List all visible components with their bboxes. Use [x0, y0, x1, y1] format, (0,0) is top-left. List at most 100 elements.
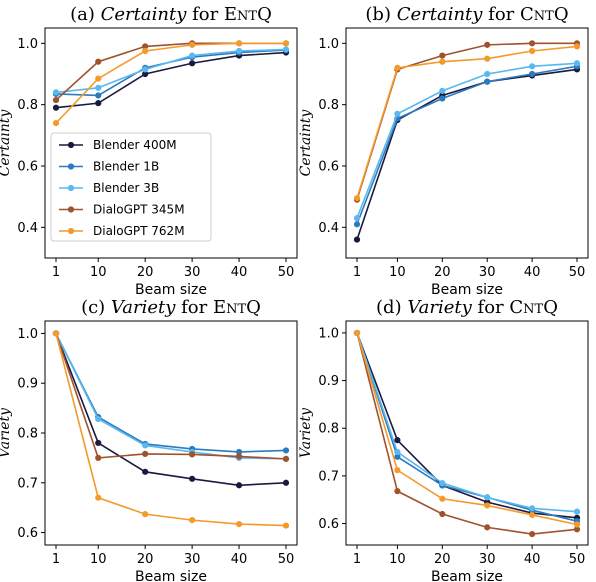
data-point — [439, 58, 446, 65]
data-point — [95, 58, 102, 65]
data-point — [484, 41, 491, 48]
data-point — [394, 467, 401, 474]
x-tick-label: 40 — [524, 552, 541, 567]
data-point — [439, 52, 446, 59]
series-line — [356, 332, 578, 519]
series-line — [356, 332, 578, 535]
data-point — [95, 92, 102, 99]
y-axis-label: Certainty — [0, 109, 13, 177]
x-tick-label: 50 — [278, 552, 295, 567]
y-axis-label: Variety — [298, 407, 314, 458]
chart-title: (b) Certainty for CntQ — [365, 4, 568, 25]
data-point — [529, 511, 536, 519]
data-point — [95, 454, 102, 461]
data-point — [439, 95, 446, 102]
data-point — [394, 437, 401, 444]
y-tick-label: 0.9 — [17, 377, 38, 392]
data-point — [484, 494, 491, 501]
data-point — [439, 510, 446, 518]
x-tick-label: 30 — [479, 265, 496, 280]
data-point — [484, 55, 491, 62]
series-line — [356, 65, 578, 225]
data-point — [529, 47, 536, 55]
data-point — [189, 60, 196, 67]
x-tick-label: 1 — [52, 265, 60, 280]
x-tick-label: 10 — [90, 265, 107, 280]
y-tick-label: 0.8 — [17, 427, 38, 442]
title-dataset: CntQ — [509, 297, 558, 318]
data-point — [95, 84, 102, 91]
y-tick-label: 0.4 — [17, 221, 38, 236]
data-point — [189, 451, 196, 458]
data-point — [235, 40, 243, 47]
y-axis-label: Certainty — [298, 109, 314, 177]
title-prefix: (b) — [365, 4, 396, 25]
title-prefix: (d) — [376, 297, 407, 318]
data-point — [52, 119, 60, 127]
data-point — [353, 236, 361, 243]
title-for: for — [175, 297, 213, 318]
y-tick-label: 0.6 — [17, 160, 38, 175]
data-point — [439, 479, 446, 487]
y-tick-label: 0.6 — [17, 526, 38, 541]
data-point — [529, 505, 536, 512]
title-metric: Variety — [111, 297, 176, 318]
x-axis-label: Beam size — [431, 282, 503, 298]
data-point — [142, 511, 149, 518]
legend-label: Blender 1B — [93, 160, 159, 174]
x-tick-label: 20 — [137, 265, 154, 280]
x-tick-label: 1 — [353, 552, 361, 567]
data-point — [439, 87, 446, 94]
plot-frame — [44, 27, 298, 259]
plot-frame — [345, 320, 589, 546]
chart-title: (c) Variety for EntQ — [81, 297, 261, 318]
title-metric: Certainty — [397, 4, 484, 25]
x-tick-label: 20 — [434, 265, 451, 280]
chart-panel: (c) Variety for EntQ 1 10 20 30 40 50 0.6 0.7 0.8… — [0, 297, 298, 582]
y-tick-label: 0.9 — [318, 374, 339, 389]
data-point — [142, 468, 149, 475]
data-point — [529, 40, 536, 47]
y-tick-label: 1.0 — [17, 37, 38, 52]
data-point — [142, 66, 149, 73]
legend-swatch-marker — [67, 141, 75, 149]
y-tick-label: 1.0 — [318, 37, 339, 52]
data-point — [353, 215, 361, 222]
data-point — [189, 475, 196, 482]
legend-swatch-marker — [67, 184, 75, 192]
data-point — [573, 43, 581, 50]
chart-title: (d) Variety for CntQ — [376, 297, 558, 318]
legend-label: Blender 400M — [93, 138, 177, 152]
data-point — [235, 482, 243, 489]
data-point — [282, 447, 290, 454]
chart-panel: (d) Variety for CntQ 1 10 20 30 40 50 0.6 0.7 0.8… — [298, 297, 589, 582]
data-point — [394, 448, 401, 456]
chart-panel: (a) Certainty for EntQ 1 10 20 30 40 50 0.4 0.6 0… — [0, 4, 298, 298]
data-point — [484, 78, 491, 85]
y-tick-label: 0.7 — [318, 469, 339, 484]
data-point — [353, 329, 361, 337]
x-axis-label: Beam size — [135, 569, 207, 582]
x-tick-label: 20 — [434, 552, 451, 567]
x-tick-label: 10 — [90, 552, 107, 567]
series-line — [356, 332, 578, 522]
data-point — [52, 96, 60, 104]
y-tick-label: 0.7 — [17, 476, 38, 491]
y-tick-label: 0.4 — [318, 221, 339, 236]
series-line — [55, 51, 287, 109]
series-line — [356, 45, 578, 199]
title-dataset: EntQ — [224, 4, 272, 25]
series-line — [55, 333, 287, 460]
data-point — [573, 508, 581, 515]
x-tick-label: 1 — [353, 265, 361, 280]
title-for: for — [186, 4, 224, 25]
legend-swatch-marker — [67, 227, 75, 235]
chart-panel: (b) Certainty for CntQ 1 10 20 30 40 50 0.4 0.6 0… — [298, 4, 589, 298]
y-tick-label: 0.6 — [318, 160, 339, 175]
data-point — [95, 415, 102, 423]
data-point — [573, 521, 581, 528]
legend-swatch-marker — [67, 206, 75, 213]
data-point — [353, 195, 361, 202]
x-axis-label: Beam size — [135, 282, 207, 298]
